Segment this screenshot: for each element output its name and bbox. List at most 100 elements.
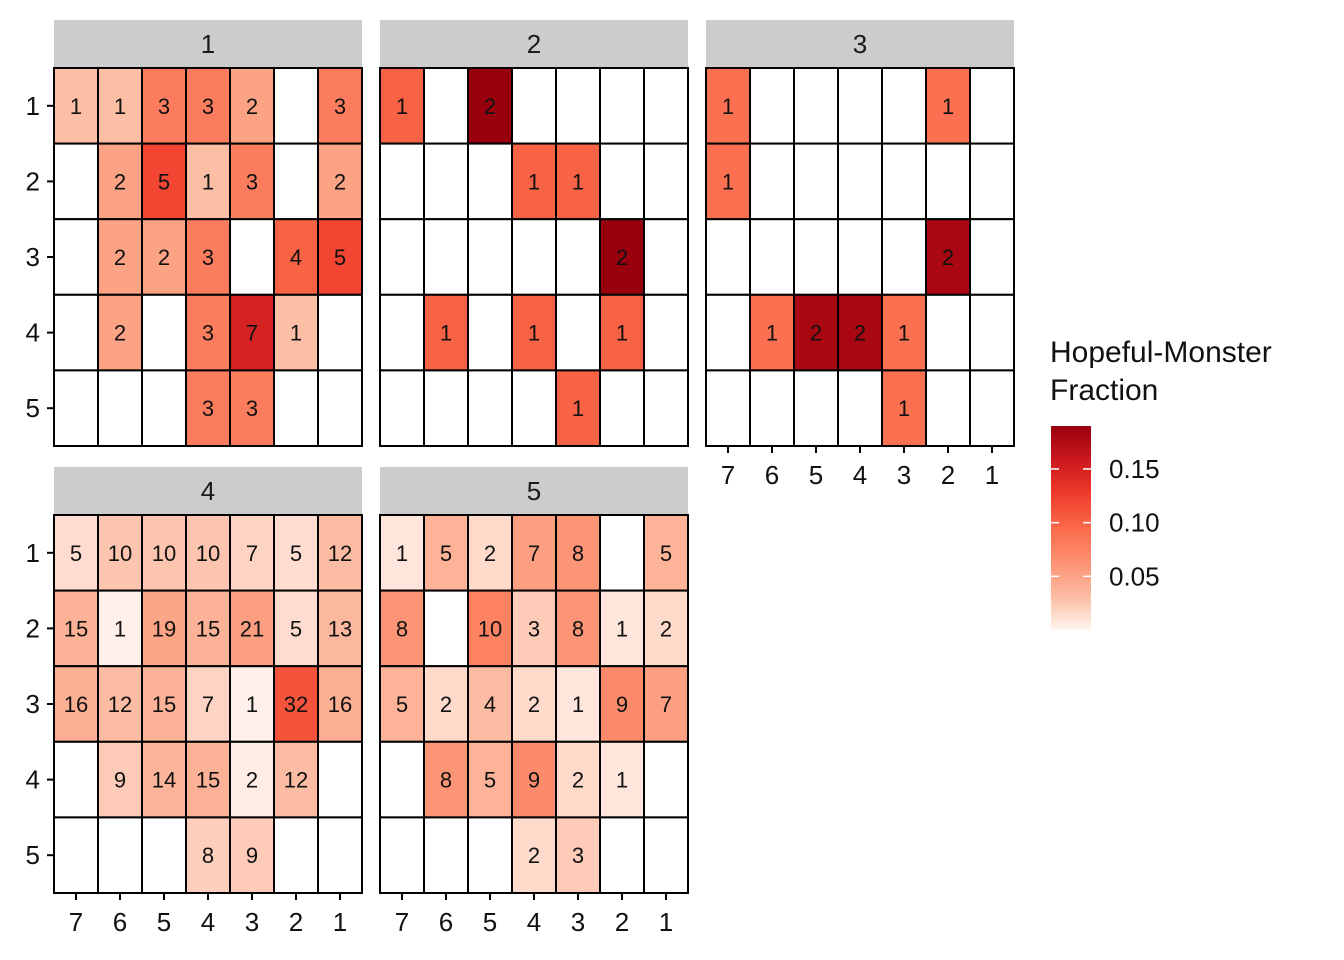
x-tick-label: 7: [721, 460, 735, 490]
heatmap-cell: [467, 142, 513, 221]
cell-label: 3: [572, 843, 584, 868]
heatmap-cell: [53, 142, 99, 221]
cell-label: 1: [440, 321, 452, 346]
heatmap-cell: [423, 665, 469, 743]
cell-label: 5: [70, 541, 82, 566]
heatmap-cell: [643, 816, 689, 895]
x-tick-label: 3: [571, 907, 585, 937]
facet-strip-label: 4: [201, 476, 215, 506]
cell-label: 2: [660, 616, 672, 641]
heatmap-cell: [229, 514, 275, 592]
heatmap-cell: [749, 369, 795, 447]
legend-title-line1: Hopeful-Monster: [1050, 336, 1272, 369]
heatmap-cell: [379, 369, 425, 447]
heatmap-cell: [467, 293, 513, 372]
cell-label: 12: [328, 541, 352, 566]
cell-label: 10: [108, 541, 132, 566]
heatmap-cell: [379, 142, 425, 221]
cell-label: 10: [152, 541, 176, 566]
cell-label: 1: [942, 94, 954, 119]
heatmap-cell: [467, 369, 513, 447]
heatmap-cell: [511, 816, 557, 895]
cell-label: 15: [196, 768, 220, 793]
heatmap-cell: [185, 665, 231, 743]
cell-label: 1: [528, 169, 540, 194]
heatmap-cell: [969, 67, 1015, 145]
cell-label: 5: [440, 541, 452, 566]
heatmap-cell: [229, 293, 275, 372]
heatmap-cell: [53, 293, 99, 372]
heatmap-cell: [555, 218, 601, 296]
cell-label: 1: [202, 169, 214, 194]
facet-strip-label: 1: [201, 29, 215, 59]
heatmap-cell: [599, 589, 645, 668]
legend-tick-label: 0.10: [1109, 508, 1160, 538]
heatmap-cell: [273, 740, 319, 819]
cell-label: 1: [616, 616, 628, 641]
cell-label: 3: [528, 616, 540, 641]
cell-label: 32: [284, 692, 308, 717]
heatmap-cell: [53, 740, 99, 819]
heatmap-cell: [705, 218, 751, 296]
facet-strip: [54, 467, 362, 515]
heatmap-cell: [273, 816, 319, 895]
heatmap-cell: [555, 665, 601, 743]
heatmap-cell: [881, 142, 927, 221]
cell-label: 1: [572, 169, 584, 194]
cell-label: 7: [528, 541, 540, 566]
y-tick-label: 2: [26, 613, 40, 643]
x-tick-label: 2: [615, 907, 629, 937]
cell-label: 10: [196, 541, 220, 566]
cell-label: 19: [152, 616, 176, 641]
cell-label: 2: [114, 321, 126, 346]
facet-strip-label: 2: [527, 29, 541, 59]
cell-label: 2: [942, 245, 954, 270]
cell-label: 2: [528, 692, 540, 717]
heatmap-cell: [467, 218, 513, 296]
x-tick-label: 5: [483, 907, 497, 937]
heatmap-cell: [599, 740, 645, 819]
y-tick-label: 2: [26, 166, 40, 196]
heatmap-cell: [273, 67, 319, 145]
legend-tick-label: 0.15: [1109, 454, 1160, 484]
heatmap-cell: [881, 67, 927, 145]
heatmap-cell: [273, 218, 319, 296]
x-tick-label: 1: [659, 907, 673, 937]
cell-label: 7: [660, 692, 672, 717]
y-tick-label: 1: [26, 91, 40, 121]
heatmap-cell: [97, 218, 143, 296]
heatmap-cell: [925, 67, 971, 145]
legend-title-line2: Fraction: [1050, 374, 1158, 407]
cell-label: 3: [202, 321, 214, 346]
heatmap-cell: [185, 293, 231, 372]
cell-label: 15: [64, 616, 88, 641]
x-tick-label: 2: [941, 460, 955, 490]
heatmap-cell: [969, 218, 1015, 296]
heatmap-cell: [793, 218, 839, 296]
facet-strip: [380, 20, 688, 68]
cell-label: 2: [572, 768, 584, 793]
x-tick-label: 1: [333, 907, 347, 937]
heatmap-cell: [467, 665, 513, 743]
legend-colorbar: [1051, 426, 1091, 630]
cell-label: 1: [396, 94, 408, 119]
x-tick-label: 7: [69, 907, 83, 937]
x-tick-label: 6: [765, 460, 779, 490]
heatmap-cell: [97, 740, 143, 819]
heatmap-cell: [317, 665, 363, 743]
cell-label: 2: [440, 692, 452, 717]
heatmap-cell: [925, 142, 971, 221]
heatmap-cell: [705, 293, 751, 372]
heatmap-cell: [53, 589, 99, 668]
cell-label: 9: [246, 843, 258, 868]
facet-strip: [706, 20, 1014, 68]
heatmap-cell: [511, 218, 557, 296]
cell-label: 1: [290, 321, 302, 346]
y-tick-label: 4: [26, 765, 40, 795]
heatmap-cell: [599, 218, 645, 296]
heatmap-cell: [379, 665, 425, 743]
cell-label: 2: [484, 94, 496, 119]
cell-label: 2: [246, 94, 258, 119]
heatmap-cell: [317, 369, 363, 447]
cell-label: 14: [152, 768, 176, 793]
